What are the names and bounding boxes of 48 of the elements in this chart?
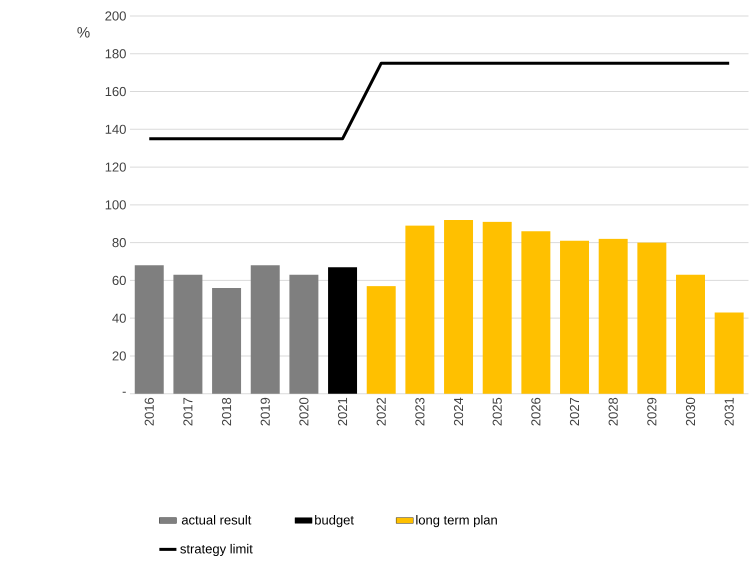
bar: [714, 312, 744, 394]
x-tick-label: 2023: [415, 398, 424, 426]
bar: [405, 226, 434, 394]
y-tick-label: 20: [112, 352, 126, 361]
bar: [328, 267, 358, 394]
y-tick-label: 100: [106, 200, 126, 210]
x-tick-label: 2027: [570, 398, 580, 426]
x-tick-label: 2020: [299, 398, 308, 426]
x-tick-label: 2031: [724, 398, 734, 426]
x-tick-label: 2016: [144, 398, 154, 426]
x-tick-label: 2030: [686, 398, 696, 426]
bar: [637, 242, 666, 394]
x-tick-label: 2018: [222, 398, 232, 426]
y-tick-label: 120: [106, 162, 126, 172]
y-tick-label: 200: [105, 12, 126, 21]
y-tick-label: 40: [112, 314, 126, 323]
x-tick-label: 2019: [260, 398, 270, 426]
x-tick-label: 2021: [338, 398, 348, 426]
legend-label: long term plan: [416, 515, 497, 528]
x-tick-label: 2017: [183, 398, 193, 426]
bar: [366, 286, 396, 394]
x-tick-label: 2024: [454, 398, 464, 426]
bar: [521, 231, 550, 394]
bar: [173, 274, 202, 394]
bar: [250, 265, 280, 394]
legend-label: actual result: [182, 515, 252, 525]
bar: [212, 288, 242, 394]
y-tick-label: 160: [106, 87, 126, 96]
bar: [482, 222, 512, 394]
x-tick-label: 2022: [376, 398, 386, 426]
y-tick-label: -: [122, 392, 126, 393]
legend-label: budget: [315, 515, 354, 528]
bar: [676, 274, 705, 394]
x-tick-label: 2028: [608, 398, 618, 426]
bar: [444, 220, 474, 394]
bar: [289, 274, 318, 394]
y-tick-label: 60: [112, 276, 126, 286]
x-tick-label: 2026: [531, 398, 540, 426]
y-tick-label: 140: [106, 124, 126, 134]
x-tick-label: 2029: [647, 398, 656, 426]
bar: [560, 240, 590, 394]
x-tick-label: 2025: [492, 398, 502, 426]
y-tick-label: 80: [112, 238, 126, 248]
bar: [598, 239, 628, 394]
y-tick-label: 180: [106, 49, 126, 59]
legend-label: strategy limit: [180, 544, 253, 556]
y-axis-title: %: [77, 27, 90, 38]
bar: [134, 265, 164, 394]
